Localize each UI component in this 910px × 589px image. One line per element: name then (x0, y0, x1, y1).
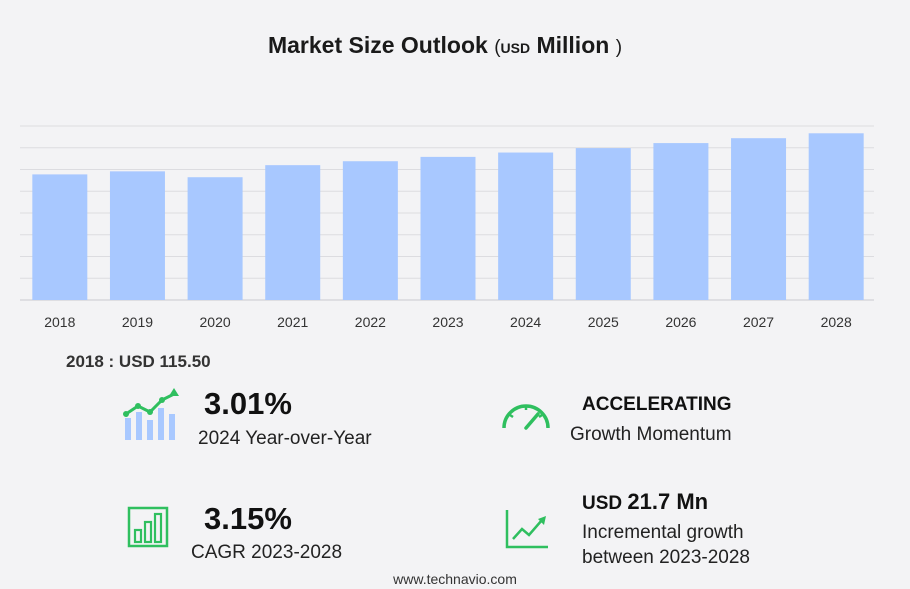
x-tick-label-2018: 2018 (44, 314, 75, 330)
incremental-prefix: USD (582, 493, 623, 514)
yoy-value: 3.01% (204, 386, 292, 421)
bar-2018 (32, 174, 88, 300)
bar-2019 (109, 171, 165, 300)
incremental-label-1: Incremental growth (582, 522, 744, 543)
incremental-label-2: between 2023-2028 (582, 547, 750, 568)
trend-line-icon (505, 510, 548, 549)
momentum-label: Growth Momentum (570, 424, 732, 445)
cagr-label: CAGR 2023-2028 (191, 542, 343, 563)
bar-2024 (498, 152, 554, 300)
bar-2020 (187, 177, 243, 300)
bar-2028 (808, 133, 864, 300)
base-year-value: 2018 : USD 115.50 (66, 352, 211, 371)
bar-chart-icon (127, 506, 169, 548)
x-tick-label-2020: 2020 (200, 314, 231, 330)
incremental-amount: 21.7 Mn (627, 489, 709, 514)
bar-2023 (420, 156, 476, 300)
title-unit-word: Million (536, 32, 610, 58)
title-unit: USD (500, 40, 531, 56)
bar-2026 (653, 143, 709, 300)
footer-website: www.technavio.com (393, 571, 517, 587)
speedometer-icon (502, 404, 550, 430)
x-tick-label-2021: 2021 (277, 314, 308, 330)
x-tick-label-2028: 2028 (821, 314, 852, 330)
growth-chart-icon (123, 388, 179, 440)
x-tick-label-2022: 2022 (355, 314, 386, 330)
bar-2021 (265, 165, 321, 300)
title-paren-open: ( (494, 37, 501, 58)
bar-2022 (342, 161, 398, 300)
chart-title: Market Size Outlook (USD Million ) (0, 32, 890, 59)
bar-2025 (575, 148, 631, 300)
bar-2027 (731, 138, 787, 300)
x-tick-label-2027: 2027 (743, 314, 774, 330)
yoy-label: 2024 Year-over-Year (198, 428, 372, 449)
title-main: Market Size Outlook (267, 32, 488, 58)
momentum-value: ACCELERATING (582, 394, 732, 415)
x-tick-label-2019: 2019 (122, 314, 153, 330)
x-tick-label-2026: 2026 (665, 314, 696, 330)
cagr-value: 3.15% (204, 501, 292, 536)
x-tick-label-2023: 2023 (432, 314, 463, 330)
title-paren-close: ) (615, 37, 623, 58)
x-tick-label-2024: 2024 (510, 314, 541, 330)
incremental-value: USD 21.7 Mn (582, 489, 708, 515)
x-tick-label-2025: 2025 (588, 314, 619, 330)
bar-chart: 2018 2019 2020 2021 2022 2023 2024 2025 2026 2027… (20, 125, 874, 330)
